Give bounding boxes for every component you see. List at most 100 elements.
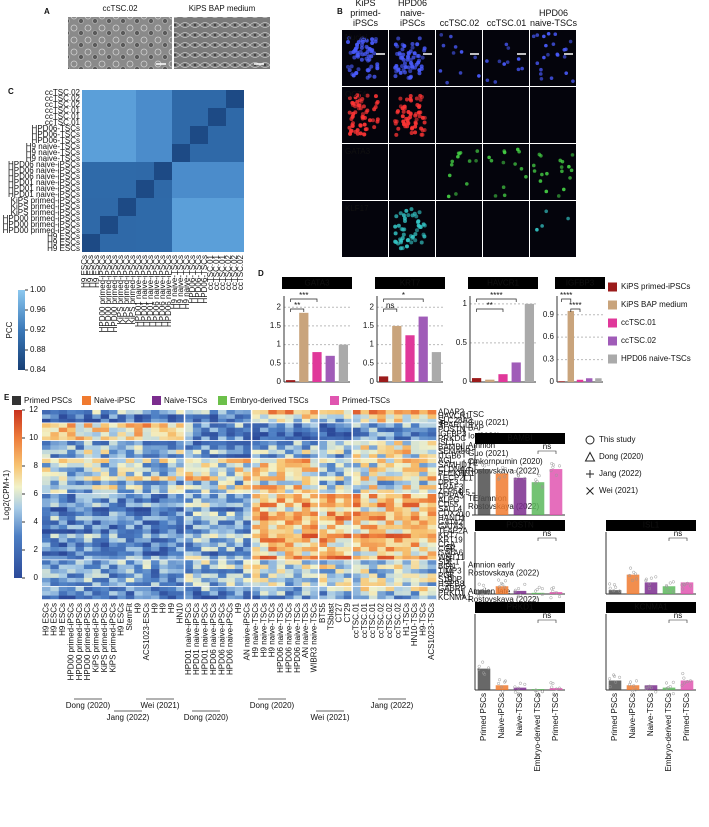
heatmap-cell [232, 216, 238, 222]
category-label: Naive-iPSCs [497, 693, 506, 738]
heatmap-cell [67, 534, 76, 539]
cell-signal [364, 110, 368, 114]
heatmap-cell [84, 573, 93, 578]
heatmap-cell [134, 423, 143, 428]
heatmap-cell [327, 459, 336, 464]
heatmap-cell [285, 485, 294, 490]
heatmap-cell [386, 547, 395, 552]
cell-signal [409, 49, 413, 53]
heatmap-cell [327, 512, 336, 517]
heatmap-cell [327, 538, 336, 543]
heatmap-cell [190, 102, 196, 108]
heatmap-cell [190, 126, 196, 132]
category-label: Primed PSCs [610, 693, 619, 741]
cell-signal [560, 165, 564, 169]
heatmap-cell [193, 578, 202, 583]
heatmap-cell [260, 565, 269, 570]
heatmap-cell [302, 423, 311, 428]
heatmap-cell [302, 578, 311, 583]
heatmap-cell [88, 186, 94, 192]
heatmap-cell [201, 498, 210, 503]
heatmap-cell [394, 587, 403, 592]
heatmap-cell [148, 126, 154, 132]
heatmap-cell [50, 560, 59, 565]
heatmap-cell [134, 520, 143, 525]
heatmap-cell [285, 538, 294, 543]
heatmap-cell [84, 525, 93, 530]
heatmap-cell [84, 569, 93, 574]
heatmap-cell [352, 591, 361, 596]
heatmap-cell [214, 204, 220, 210]
heatmap-cell [185, 432, 194, 437]
heatmap-cell [118, 156, 124, 162]
heatmap-cell [335, 414, 344, 419]
heatmap-cell [42, 494, 51, 499]
heatmap-cell [394, 481, 403, 486]
heatmap-cell [134, 560, 143, 565]
heatmap-cell [302, 445, 311, 450]
heatmap-cell [335, 432, 344, 437]
cell-signal [420, 95, 424, 99]
heatmap-cell [148, 132, 154, 138]
heatmap-cell [117, 507, 126, 512]
heatmap-cell [285, 529, 294, 534]
heatmap-cell [42, 472, 51, 477]
column-header: HPD06 naive-TSCs [530, 0, 577, 28]
heatmap-cell [88, 222, 94, 228]
heatmap-cell [142, 180, 148, 186]
heatmap-cell [394, 512, 403, 517]
cell-signal [413, 121, 417, 125]
heatmap-cell [201, 441, 210, 446]
heatmap-cell [142, 96, 148, 102]
category-label: Naive-TSCs [646, 693, 655, 736]
cell-signal [394, 240, 398, 244]
heatmap-cell [106, 138, 112, 144]
heatmap-cell [327, 432, 336, 437]
heatmap-cell [327, 476, 336, 481]
heatmap-cell [210, 494, 219, 499]
heatmap-cell [235, 565, 244, 570]
heatmap-cell [148, 144, 154, 150]
heatmap-cell [136, 186, 142, 192]
heatmap-cell [214, 210, 220, 216]
cell-signal [539, 68, 543, 72]
heatmap-cell [238, 108, 244, 114]
heatmap-cell [190, 108, 196, 114]
heatmap-cell [344, 481, 353, 486]
heatmap-cell [361, 507, 370, 512]
heatmap-cell [344, 591, 353, 596]
heatmap-cell [154, 162, 160, 168]
heatmap-cell [220, 108, 226, 114]
heatmap-cell [84, 520, 93, 525]
heatmap-cell [196, 90, 202, 96]
heatmap-cell [184, 204, 190, 210]
heatmap-cell [142, 240, 148, 246]
heatmap-cell [260, 591, 269, 596]
bar [627, 575, 640, 594]
heatmap-cell [352, 525, 361, 530]
heatmap-cell [285, 463, 294, 468]
heatmap-cell [159, 547, 168, 552]
heatmap-cell [220, 192, 226, 198]
heatmap-cell [243, 459, 252, 464]
heatmap-cell [202, 168, 208, 174]
heatmap-cell [210, 423, 219, 428]
cell-signal [399, 104, 403, 108]
heatmap-cell [285, 410, 294, 415]
heatmap-cell [220, 102, 226, 108]
cell-signal [395, 120, 399, 124]
sample-point [523, 583, 526, 586]
heatmap-cell [344, 525, 353, 530]
heatmap-cell [76, 423, 85, 428]
heatmap-cell [185, 538, 194, 543]
cell-signal [401, 114, 405, 118]
heatmap-cell [67, 450, 76, 455]
heatmap-cell [160, 240, 166, 246]
heatmap-cell [377, 547, 386, 552]
heatmap-cell [185, 410, 194, 415]
cell-signal [399, 240, 403, 244]
heatmap-cell [100, 114, 106, 120]
cell-signal [570, 169, 574, 173]
tick-label: 0.96 [30, 305, 46, 314]
